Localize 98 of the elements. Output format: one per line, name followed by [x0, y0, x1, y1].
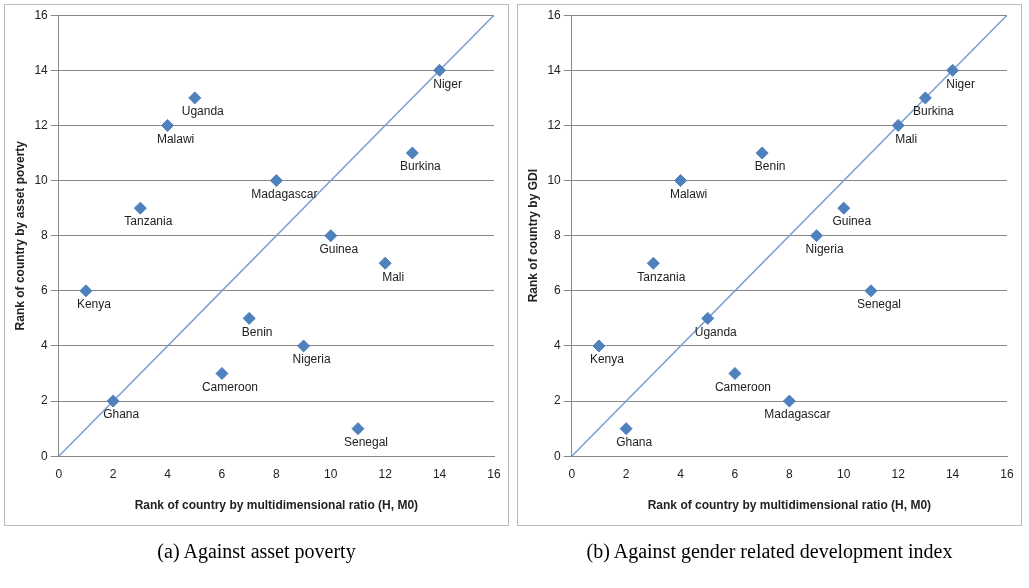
y-tick-label: 10	[34, 172, 49, 187]
y-tick-label: 4	[554, 338, 562, 353]
point	[242, 311, 256, 325]
point	[674, 174, 688, 188]
annotation: Senegal	[343, 434, 389, 449]
point	[433, 63, 447, 77]
y-tick-label: 2	[554, 393, 562, 408]
annotation: Nigeria	[292, 352, 331, 367]
point	[215, 367, 229, 381]
annotation: Mali	[382, 269, 405, 284]
x-tick-label: 16	[487, 466, 501, 481]
annotation: Madagascar	[251, 186, 318, 201]
point	[133, 201, 147, 215]
annotation: Mali	[895, 131, 918, 146]
annotation: Guinea	[832, 214, 872, 229]
x-tick-label: 4	[164, 466, 172, 481]
annotation: Benin	[754, 159, 786, 174]
x-tick-label: 10	[837, 466, 851, 481]
y-tick-label: 0	[41, 448, 49, 463]
point	[592, 339, 606, 353]
y-tick-label: 8	[554, 228, 562, 243]
annotation: Niger	[946, 76, 975, 91]
point	[837, 201, 851, 215]
annotation: Benin	[241, 324, 273, 339]
point	[161, 118, 175, 132]
x-tick-label: 16	[1000, 466, 1014, 481]
y-tick-label: 4	[41, 338, 49, 353]
annotation: Kenya	[76, 297, 112, 312]
y-tick-label: 16	[34, 7, 49, 22]
annotation: Guinea	[319, 242, 359, 257]
x-tick-label: 6	[731, 466, 739, 481]
point	[728, 367, 742, 381]
y-tick-label: 14	[34, 62, 49, 77]
point	[324, 229, 338, 243]
x-tick-label: 14	[432, 466, 447, 481]
x-tick-label: 2	[622, 466, 630, 481]
y-tick-label: 6	[554, 283, 562, 298]
x-tick-label: 0	[568, 466, 576, 481]
point	[378, 256, 392, 270]
x-axis-title: Rank of country by multidimensional ratio (H, M0)	[647, 498, 932, 513]
y-tick-label: 14	[547, 62, 562, 77]
annotation: Madagascar	[764, 407, 831, 422]
annotation: Niger	[433, 76, 462, 91]
y-tick-label: 8	[41, 228, 49, 243]
annotation: Tanzania	[637, 269, 686, 284]
text: (b) Against gender related development index	[585, 540, 954, 563]
y-tick-label: 12	[547, 117, 562, 132]
annotation: Malawi	[669, 186, 708, 201]
point	[891, 118, 905, 132]
x-axis-title: Rank of country by multidimensional ratio (H, M0)	[134, 498, 419, 513]
point	[188, 91, 202, 105]
x-tick-label: 12	[891, 466, 906, 481]
x-tick-label: 4	[677, 466, 685, 481]
y-tick-label: 10	[547, 172, 562, 187]
annotation: Uganda	[181, 104, 225, 119]
annotation: Burkina	[400, 159, 442, 174]
x-tick-label: 2	[109, 466, 117, 481]
annotation: Malawi	[156, 131, 195, 146]
point	[79, 284, 93, 298]
point	[351, 422, 365, 436]
x-tick-label: 6	[218, 466, 226, 481]
y-tick-label: 2	[41, 393, 49, 408]
x-tick-label: 8	[786, 466, 794, 481]
point	[619, 422, 633, 436]
text: (a) Against asset poverty	[156, 540, 357, 563]
point	[405, 146, 419, 160]
x-tick-label: 10	[324, 466, 338, 481]
x-tick-label: 14	[945, 466, 960, 481]
x-tick-label: 0	[55, 466, 63, 481]
point	[810, 229, 824, 243]
annotation: Kenya	[589, 352, 625, 367]
x-tick-label: 8	[273, 466, 281, 481]
annotation: Nigeria	[805, 242, 844, 257]
y-axis-title: Rank of country by GDI	[525, 169, 540, 303]
point	[864, 284, 878, 298]
x-tick-label: 12	[378, 466, 393, 481]
point	[918, 91, 932, 105]
y-tick-label: 16	[547, 7, 562, 22]
point	[755, 146, 769, 160]
annotation: Burkina	[913, 104, 955, 119]
y-tick-label: 6	[41, 283, 49, 298]
y-axis-title: Rank of country by asset poverty	[12, 140, 27, 331]
annotation: Senegal	[856, 297, 902, 312]
y-tick-label: 0	[554, 448, 562, 463]
annotation: Cameroon	[714, 379, 771, 394]
annotation: Ghana	[616, 434, 653, 449]
point	[269, 174, 283, 188]
point	[701, 311, 715, 325]
annotation: Ghana	[103, 407, 140, 422]
y-tick-label: 12	[34, 117, 49, 132]
annotation: Tanzania	[124, 214, 173, 229]
point	[297, 339, 311, 353]
annotation: Uganda	[694, 324, 738, 339]
point	[946, 63, 960, 77]
annotation: Cameroon	[201, 379, 258, 394]
point	[106, 394, 120, 408]
point	[782, 394, 796, 408]
point	[646, 256, 660, 270]
